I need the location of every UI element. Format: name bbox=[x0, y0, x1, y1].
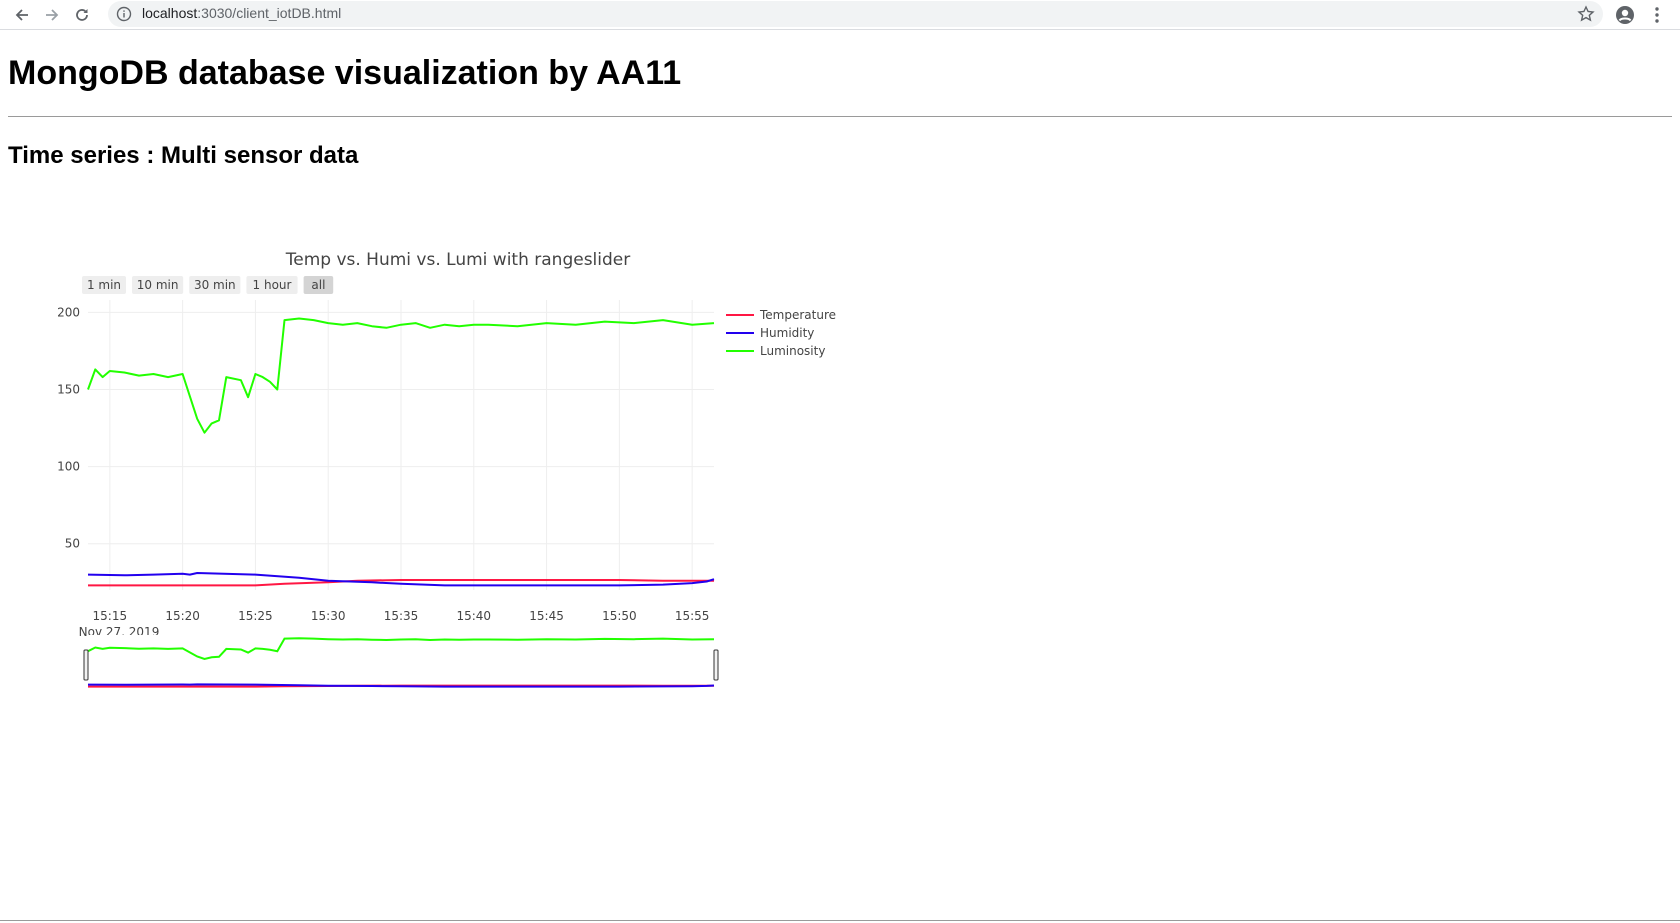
range-slider-left-handle[interactable] bbox=[83, 649, 89, 681]
kebab-menu-icon bbox=[1655, 7, 1659, 23]
x-tick-label: 15:30 bbox=[311, 609, 346, 623]
y-tick-label: 150 bbox=[57, 382, 80, 396]
chart-svg: Temp vs. Humi vs. Lumi with rangeslider … bbox=[57, 250, 836, 693]
horizontal-rule bbox=[8, 116, 1672, 117]
account-icon bbox=[1616, 6, 1634, 24]
series-line-luminosity[interactable] bbox=[87, 317, 715, 434]
address-bar[interactable]: localhost:3030/client_iotDB.html bbox=[108, 1, 1603, 27]
legend-label: Humidity bbox=[760, 326, 814, 340]
menu-button[interactable] bbox=[1645, 3, 1669, 27]
range-button-all[interactable]: all bbox=[303, 276, 334, 294]
legend-label: Luminosity bbox=[760, 344, 825, 358]
range-selector: 1 min 10 min 30 min 1 hour all bbox=[82, 276, 334, 294]
series-line-humidity[interactable] bbox=[87, 572, 715, 587]
section-subtitle: Time series : Multi sensor data bbox=[8, 142, 359, 169]
back-arrow-icon bbox=[15, 9, 28, 21]
range-button-bg bbox=[246, 276, 298, 294]
back-button[interactable] bbox=[10, 3, 34, 27]
range-button-10-min[interactable]: 10 min bbox=[132, 276, 184, 294]
url-text: localhost:3030/client_iotDB.html bbox=[142, 5, 341, 21]
slider-line-luminosity bbox=[87, 637, 715, 661]
x-tick-label: 15:45 bbox=[529, 609, 564, 623]
range-button-bg bbox=[189, 276, 241, 294]
url-path: :3030/client_iotDB.html bbox=[197, 5, 342, 21]
info-icon[interactable] bbox=[116, 6, 132, 22]
forward-button[interactable] bbox=[40, 3, 64, 27]
slider-line-humidity bbox=[87, 683, 715, 688]
x-tick-label: 15:40 bbox=[456, 609, 491, 623]
chart-grid bbox=[88, 300, 714, 590]
forward-arrow-icon bbox=[46, 9, 59, 21]
plot-area[interactable] bbox=[87, 317, 715, 587]
range-slider[interactable] bbox=[83, 635, 719, 693]
page-title: MongoDB database visualization by AA11 bbox=[8, 54, 682, 92]
x-tick-label: 15:20 bbox=[165, 609, 200, 623]
chart-legend: Temperature Humidity Luminosity bbox=[726, 308, 836, 358]
reload-icon bbox=[76, 9, 88, 21]
y-tick-label: 200 bbox=[57, 305, 80, 319]
y-tick-label: 100 bbox=[57, 460, 80, 474]
range-button-bg bbox=[82, 276, 126, 294]
range-button-label: 30 min bbox=[194, 278, 236, 292]
range-button-label: 1 min bbox=[87, 278, 121, 292]
x-tick-label: 15:15 bbox=[93, 609, 128, 623]
legend-label: Temperature bbox=[759, 308, 836, 322]
x-tick-label: 15:50 bbox=[602, 609, 637, 623]
chart-title: Temp vs. Humi vs. Lumi with rangeslider bbox=[285, 250, 630, 270]
range-slider-bg bbox=[88, 635, 714, 693]
range-slider-right-handle[interactable] bbox=[713, 649, 719, 681]
x-tick-label: 15:25 bbox=[238, 609, 273, 623]
range-button-30-min[interactable]: 30 min bbox=[189, 276, 241, 294]
range-button-1-hour[interactable]: 1 hour bbox=[246, 276, 298, 294]
time-series-chart: Temp vs. Humi vs. Lumi with rangeslider … bbox=[8, 230, 968, 750]
legend-item-luminosity[interactable]: Luminosity bbox=[726, 344, 825, 358]
x-tick-label: 15:55 bbox=[675, 609, 710, 623]
range-button-label: all bbox=[311, 278, 325, 292]
x-tick-label: 15:35 bbox=[384, 609, 419, 623]
url-host: localhost bbox=[142, 5, 198, 21]
browser-toolbar: localhost:3030/client_iotDB.html bbox=[0, 0, 1680, 30]
y-axis: 50 100 150 200 bbox=[57, 305, 80, 550]
range-button-label: 1 hour bbox=[253, 278, 292, 292]
range-button-1-min[interactable]: 1 min bbox=[82, 276, 126, 294]
range-button-bg bbox=[303, 276, 334, 294]
bookmark-star-icon[interactable] bbox=[1577, 5, 1595, 23]
reload-button[interactable] bbox=[70, 3, 94, 27]
legend-item-humidity[interactable]: Humidity bbox=[726, 326, 814, 340]
profile-button[interactable] bbox=[1613, 3, 1637, 27]
bottom-divider bbox=[0, 920, 1680, 921]
range-button-label: 10 min bbox=[137, 278, 179, 292]
range-button-bg bbox=[132, 276, 184, 294]
series-line-temperature[interactable] bbox=[88, 579, 714, 587]
y-tick-label: 50 bbox=[65, 537, 80, 551]
x-axis: 15:15 15:20 15:25 15:30 15:35 15:40 15:45 15:50… bbox=[93, 609, 710, 623]
legend-item-temperature[interactable]: Temperature bbox=[726, 308, 836, 322]
